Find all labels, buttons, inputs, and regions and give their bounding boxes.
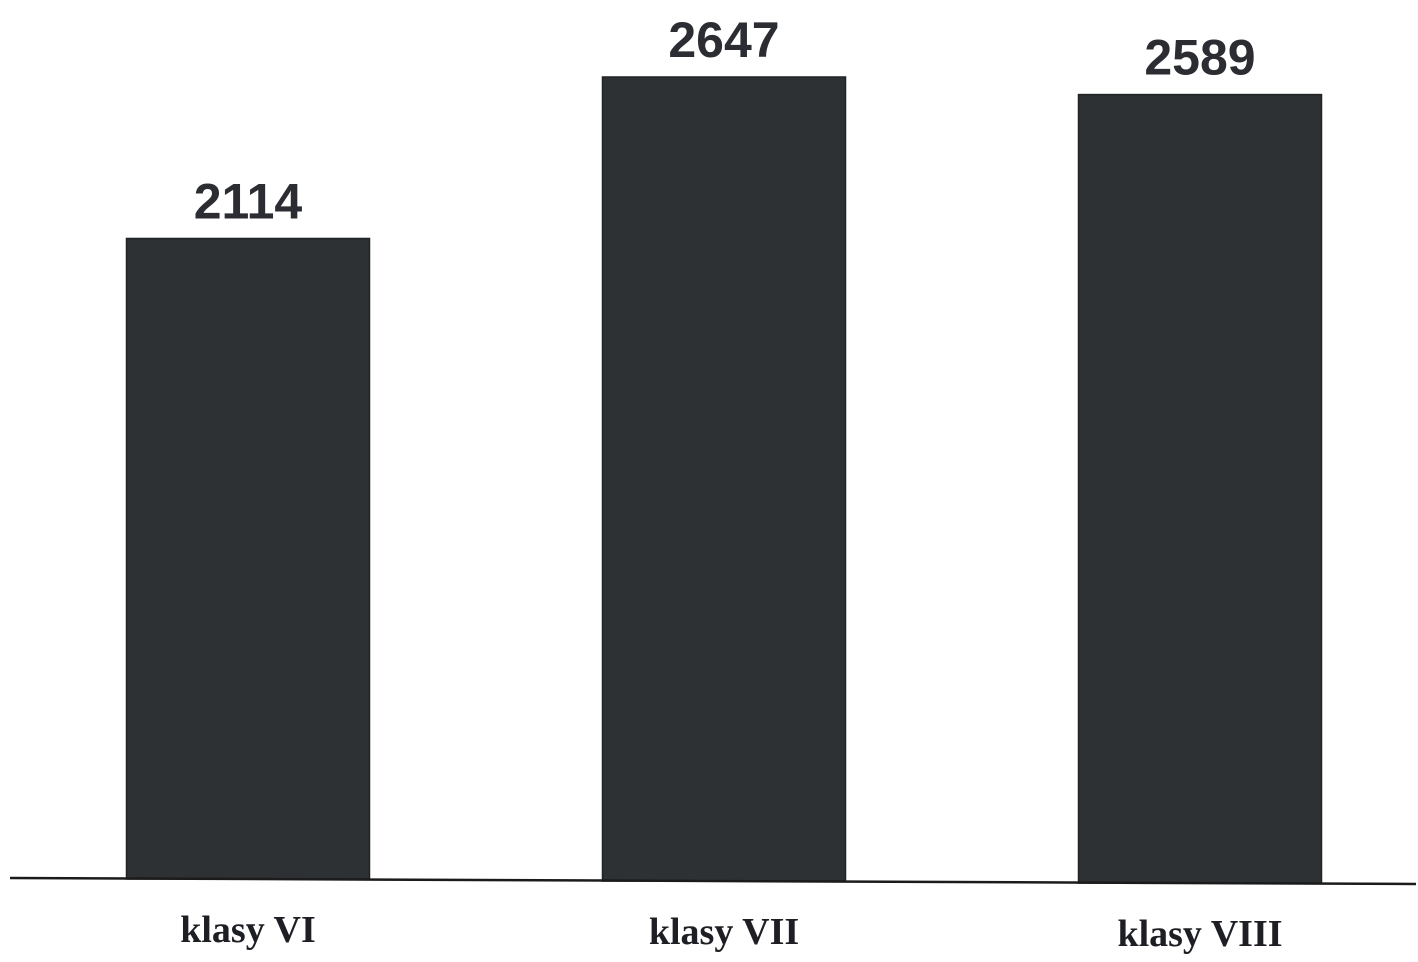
data-label-2: 2647 [668, 12, 779, 68]
category-label-2: klasy VII [649, 911, 799, 953]
category-label-1: klasy VI [180, 909, 316, 951]
value-labels-layer: 2114 2647 2589 [194, 12, 1256, 229]
data-label-1: 2114 [194, 173, 303, 229]
bar-3 [1077, 93, 1323, 884]
category-labels-layer: klasy VI klasy VII klasy VIII [180, 909, 1282, 955]
bars-layer [125, 76, 1323, 884]
category-label-3: klasy VIII [1117, 913, 1282, 955]
bar-1 [125, 237, 371, 880]
data-label-3: 2589 [1144, 30, 1255, 86]
bar-2 [601, 76, 847, 882]
x-axis-line [9, 876, 1417, 886]
